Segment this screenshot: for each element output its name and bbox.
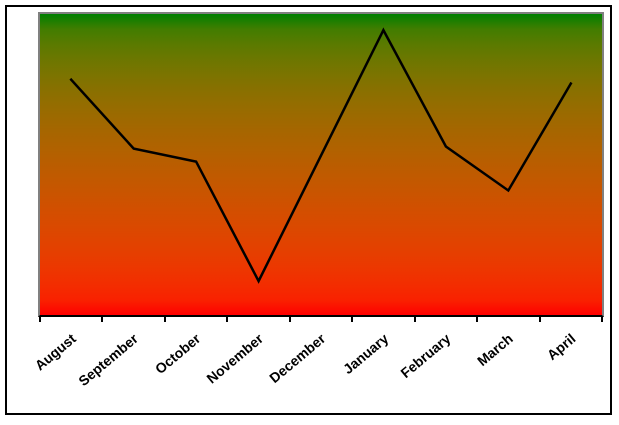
x-axis-label-december: December	[266, 330, 329, 387]
x-axis-label-august: August	[31, 330, 79, 374]
x-axis-label-april: April	[543, 330, 579, 363]
x-axis-label-march: March	[474, 330, 516, 369]
x-axis-tick	[288, 317, 291, 322]
x-axis-tick	[39, 317, 41, 322]
x-axis-tick	[601, 317, 603, 322]
plot-area	[38, 12, 604, 317]
x-axis-tick	[101, 317, 104, 322]
x-axis-tick	[226, 317, 229, 322]
x-axis-tick	[413, 317, 416, 322]
x-axis-label-february: February	[397, 330, 454, 382]
x-axis-tick	[476, 317, 479, 322]
x-axis-label-november: November	[203, 330, 267, 387]
x-axis-label-january: January	[339, 330, 392, 378]
x-axis-label-october: October	[152, 330, 204, 378]
x-axis-tick	[163, 317, 166, 322]
x-axis-tick	[351, 317, 354, 322]
x-axis-tick	[538, 317, 541, 322]
x-axis-label-september: September	[75, 330, 142, 390]
